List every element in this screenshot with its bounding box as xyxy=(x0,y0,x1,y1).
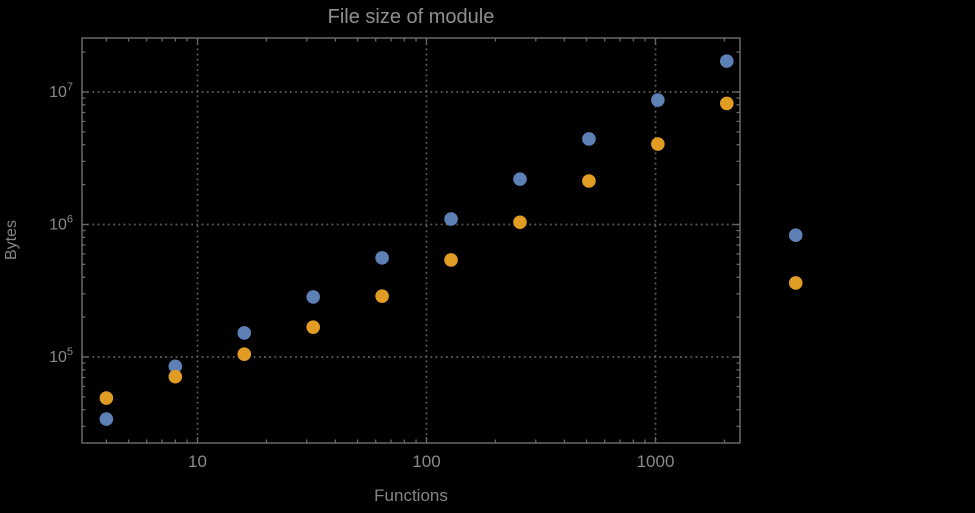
data-point-blue-256 xyxy=(513,172,527,186)
x-tick-label: 1000 xyxy=(637,452,675,471)
data-point-blue-4 xyxy=(99,412,114,426)
data-point-blue-4096 xyxy=(788,228,803,243)
chart-title: File size of module xyxy=(327,6,495,28)
x-axis-label: Functions xyxy=(374,486,448,505)
y-axis-label: Bytes xyxy=(3,219,20,261)
data-point-orange-64 xyxy=(375,289,389,303)
x-tick-label: 10 xyxy=(188,452,207,471)
data-point-orange-1024 xyxy=(651,137,665,151)
data-point-orange-8 xyxy=(168,369,183,384)
data-point-orange-128 xyxy=(444,253,458,267)
data-point-blue-512 xyxy=(582,132,596,146)
y-tick-label: 105 xyxy=(49,346,73,366)
y-tick-label: 107 xyxy=(49,81,73,101)
data-point-blue-32 xyxy=(306,290,320,304)
data-point-blue-16 xyxy=(237,326,252,340)
data-point-orange-4096 xyxy=(788,276,803,290)
data-point-orange-32 xyxy=(306,320,320,334)
data-point-orange-256 xyxy=(513,215,527,230)
data-point-orange-16 xyxy=(237,347,252,361)
data-point-blue-8 xyxy=(168,359,183,374)
data-point-blue-2048 xyxy=(719,54,734,68)
data-point-blue-128 xyxy=(444,212,458,226)
data-point-orange-512 xyxy=(582,174,596,188)
x-tick-label: 100 xyxy=(412,452,440,471)
data-point-orange-4 xyxy=(99,391,114,405)
y-tick-label: 106 xyxy=(49,214,73,234)
data-point-blue-1024 xyxy=(651,93,665,107)
data-point-orange-2048 xyxy=(719,96,734,111)
data-point-blue-64 xyxy=(375,251,389,265)
plot-frame xyxy=(81,37,741,444)
